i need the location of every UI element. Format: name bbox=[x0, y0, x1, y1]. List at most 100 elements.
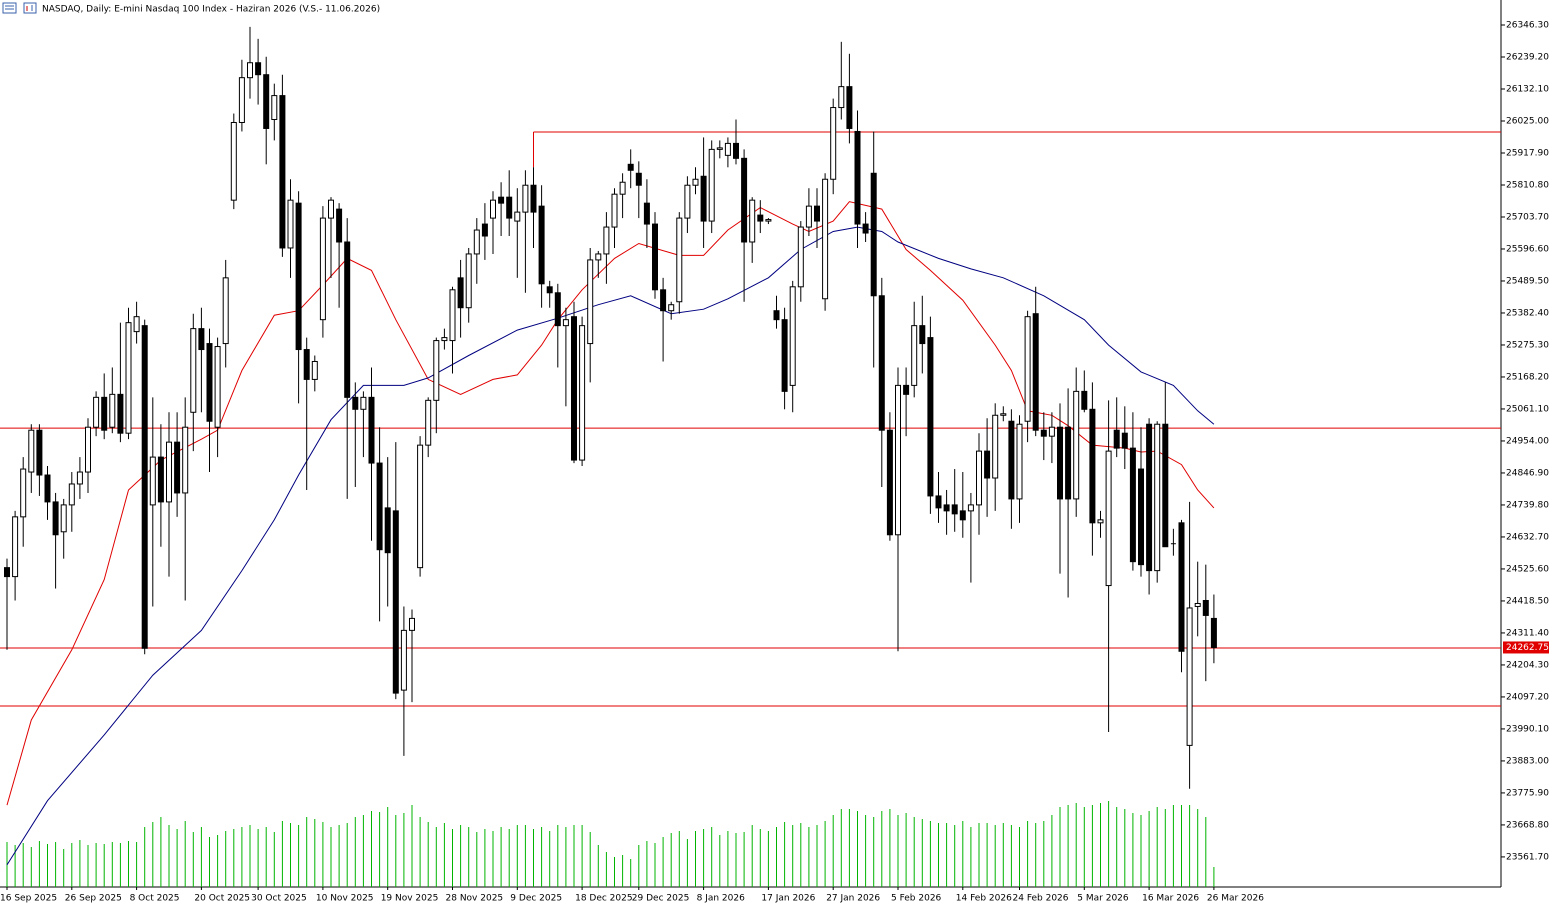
candle-body bbox=[830, 107, 837, 180]
y-tick-label: 24311.40 bbox=[1506, 628, 1549, 638]
y-tick-label: 24204.30 bbox=[1506, 660, 1549, 670]
candle-body bbox=[724, 142, 731, 156]
y-tick-label: 25703.70 bbox=[1506, 212, 1549, 222]
moving-average bbox=[6, 226, 1215, 866]
candle-body bbox=[206, 343, 213, 422]
candle-body bbox=[878, 295, 885, 431]
x-tick-label: 8 Jan 2026 bbox=[697, 894, 745, 904]
candle-body bbox=[174, 441, 181, 494]
moving-average bbox=[6, 201, 1215, 806]
candle-body bbox=[214, 346, 221, 428]
candle-body bbox=[603, 226, 610, 255]
candle-body bbox=[846, 86, 853, 129]
x-tick-label: 19 Nov 2025 bbox=[381, 894, 439, 904]
candle-body bbox=[465, 253, 472, 309]
x-tick-label: 16 Sep 2025 bbox=[0, 894, 57, 904]
candle-body bbox=[238, 77, 245, 123]
x-tick-label: 20 Oct 2025 bbox=[194, 894, 250, 904]
candle-body bbox=[805, 205, 812, 228]
icon bbox=[2, 2, 17, 14]
candle-body bbox=[886, 429, 893, 536]
y-tick-label: 23775.90 bbox=[1506, 788, 1549, 798]
candle-body bbox=[230, 121, 237, 201]
candle-body bbox=[1138, 468, 1144, 566]
candle-body bbox=[700, 175, 707, 222]
candle-body bbox=[1210, 617, 1217, 648]
candle-body bbox=[1162, 423, 1169, 548]
candle-body bbox=[1097, 519, 1104, 524]
candle-body bbox=[1154, 423, 1161, 572]
candle-body bbox=[506, 196, 513, 219]
candle-body bbox=[368, 396, 375, 464]
candle-body bbox=[789, 286, 796, 386]
y-tick-label: 25168.20 bbox=[1506, 372, 1549, 382]
candle-body bbox=[295, 202, 302, 351]
y-tick-label: 23668.80 bbox=[1506, 820, 1549, 830]
candle-body bbox=[1129, 447, 1136, 563]
candle-body bbox=[692, 178, 699, 186]
candle-body bbox=[757, 214, 764, 222]
candle-body bbox=[1016, 423, 1023, 500]
candle-body bbox=[417, 444, 424, 569]
candle-body bbox=[255, 62, 262, 76]
candle-body bbox=[708, 148, 715, 222]
x-tick-label: 5 Feb 2026 bbox=[891, 894, 942, 904]
y-tick-label: 23990.10 bbox=[1506, 724, 1549, 734]
y-tick-label: 24954.00 bbox=[1506, 436, 1549, 446]
candle-body bbox=[141, 325, 148, 649]
y-tick-label: 26132.10 bbox=[1506, 84, 1549, 94]
candle-body bbox=[263, 74, 270, 129]
candle-body bbox=[449, 289, 456, 342]
y-tick-label: 24525.60 bbox=[1506, 564, 1549, 574]
candle-body bbox=[579, 325, 586, 461]
candle-body bbox=[854, 130, 861, 225]
candle-body bbox=[409, 617, 415, 631]
candle-body bbox=[1202, 599, 1209, 616]
candle-body bbox=[271, 95, 278, 121]
candle-body bbox=[12, 516, 19, 578]
candle-body bbox=[562, 319, 569, 327]
candle-body bbox=[530, 184, 537, 213]
candle-body bbox=[384, 507, 391, 554]
candle-body bbox=[360, 396, 367, 410]
candle-body bbox=[870, 172, 877, 297]
candle-body bbox=[733, 142, 739, 159]
candle-body bbox=[44, 474, 51, 503]
y-tick-label: 24418.50 bbox=[1506, 596, 1549, 606]
y-tick-label: 25382.40 bbox=[1506, 308, 1549, 318]
candle-body bbox=[587, 259, 594, 345]
candle-body bbox=[635, 172, 642, 186]
x-tick-label: 9 Dec 2025 bbox=[510, 894, 562, 904]
y-tick-label: 23561.70 bbox=[1506, 852, 1549, 862]
candle-body bbox=[716, 147, 723, 150]
candle-body bbox=[352, 396, 359, 410]
candle-body bbox=[1089, 408, 1096, 524]
candle-body bbox=[773, 310, 780, 321]
candle-body bbox=[927, 337, 934, 497]
candle-body bbox=[538, 205, 545, 285]
candle-body bbox=[311, 360, 318, 380]
candle-body bbox=[1048, 426, 1055, 437]
candle-body bbox=[303, 349, 310, 380]
candle-body bbox=[52, 501, 59, 536]
x-tick-label: 17 Jan 2026 bbox=[761, 894, 815, 904]
candle-body bbox=[222, 277, 229, 345]
candle-body bbox=[166, 441, 172, 503]
candle-body bbox=[1008, 420, 1015, 500]
candle-body bbox=[76, 471, 83, 485]
candle-body bbox=[4, 567, 10, 578]
candle-body bbox=[279, 95, 286, 249]
x-tick-label: 5 Mar 2026 bbox=[1077, 894, 1129, 904]
y-tick-label: 26025.00 bbox=[1506, 116, 1549, 126]
icon bbox=[23, 2, 37, 14]
candle-body bbox=[490, 199, 496, 219]
y-tick-label: 26239.20 bbox=[1506, 53, 1549, 63]
candle-body bbox=[247, 62, 253, 79]
y-tick-label: 26346.30 bbox=[1506, 21, 1549, 31]
candle-body bbox=[117, 393, 124, 434]
candle-body bbox=[959, 510, 966, 521]
y-tick-label: 25061.10 bbox=[1506, 404, 1549, 414]
candle-body bbox=[125, 322, 132, 434]
candle-body bbox=[967, 504, 974, 512]
y-tick-label: 24632.70 bbox=[1506, 532, 1549, 542]
